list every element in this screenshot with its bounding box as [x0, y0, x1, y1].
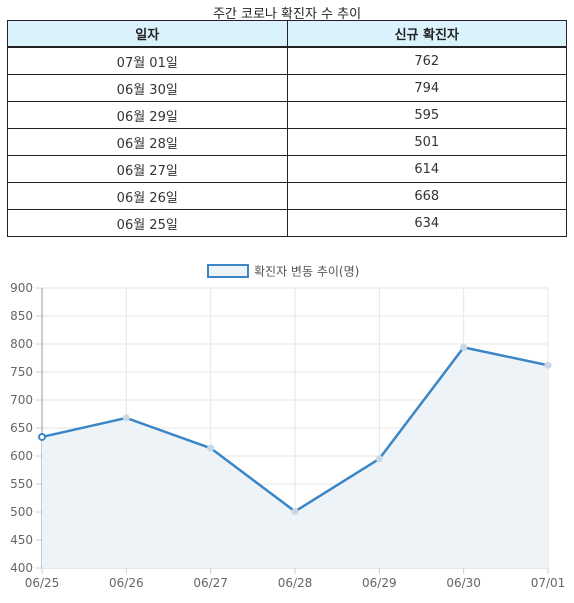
cases-cell: 762: [286, 46, 567, 75]
weekly-cases-table: 일자 신규 확진자 07월 01일 762 06월 30일 794 06월 29…: [7, 20, 567, 237]
y-tick-label: 400: [10, 561, 33, 575]
table-row: 07월 01일 762: [7, 46, 567, 75]
date-cell: 07월 01일: [7, 46, 288, 75]
column-header-new-cases: 신규 확진자: [286, 20, 567, 48]
chart-point-layer: [38, 343, 552, 515]
x-tick-label: 06/25: [25, 576, 60, 590]
date-cell: 06월 26일: [7, 182, 288, 210]
y-tick-label: 450: [10, 533, 33, 547]
data-point: [122, 414, 130, 422]
y-axis-ticks: 400 450 500 550 600 650 700 750 800 850 900: [10, 281, 33, 575]
table-row: 06월 25일 634: [7, 209, 567, 237]
chart-legend[interactable]: 확진자 변동 추이(명): [207, 264, 359, 279]
y-tick-label: 500: [10, 505, 33, 519]
x-tick-label: 06/29: [362, 576, 397, 590]
table-row: 06월 30일 794: [7, 74, 567, 102]
cases-line-chart: 확진자 변동 추이(명) 400 450 500 550 600 650 700 750 800…: [10, 264, 566, 590]
y-tick-label: 700: [10, 393, 33, 407]
table-row: 06월 28일 501: [7, 128, 567, 156]
y-tick-label: 650: [10, 421, 33, 435]
cases-cell: 501: [286, 128, 567, 156]
y-tick-label: 750: [10, 365, 33, 379]
cases-cell: 595: [286, 101, 567, 129]
y-tick-label: 850: [10, 309, 33, 323]
y-tick-label: 550: [10, 477, 33, 491]
legend-swatch: [207, 264, 249, 278]
data-point: [38, 432, 46, 441]
x-tick-label: 06/28: [278, 576, 313, 590]
table-row: 06월 27일 614: [7, 155, 567, 183]
cases-cell: 668: [286, 182, 567, 210]
y-tick-label: 800: [10, 337, 33, 351]
data-point: [207, 444, 215, 452]
data-point: [291, 507, 299, 515]
table-header-row: 일자 신규 확진자: [7, 20, 567, 48]
data-point: [460, 343, 468, 351]
y-tick-label: 600: [10, 449, 33, 463]
data-point: [375, 455, 383, 463]
y-tick-label: 900: [10, 281, 33, 295]
date-cell: 06월 30일: [7, 74, 288, 102]
x-axis-ticks: 06/25 06/26 06/27 06/28 06/29 06/30 07/01: [25, 576, 566, 590]
date-cell: 06월 27일: [7, 155, 288, 183]
cases-cell: 634: [286, 209, 567, 237]
chart-area-layer: [42, 347, 548, 568]
date-cell: 06월 28일: [7, 128, 288, 156]
x-tick-label: 06/26: [109, 576, 144, 590]
x-tick-label: 06/30: [446, 576, 481, 590]
table-caption: 주간 코로나 확진자 수 추이: [212, 7, 362, 22]
x-tick-label: 06/27: [193, 576, 228, 590]
x-tick-label: 07/01: [531, 576, 566, 590]
table-row: 06월 29일 595: [7, 101, 567, 129]
table-row: 06월 26일 668: [7, 182, 567, 210]
column-header-date: 일자: [7, 20, 288, 48]
legend-label: 확진자 변동 추이(명): [254, 265, 359, 279]
date-cell: 06월 25일: [7, 209, 288, 237]
cases-cell: 614: [286, 155, 567, 183]
cases-cell: 794: [286, 74, 567, 102]
data-point: [544, 361, 552, 369]
series-area: [42, 347, 548, 568]
date-cell: 06월 29일: [7, 101, 288, 129]
